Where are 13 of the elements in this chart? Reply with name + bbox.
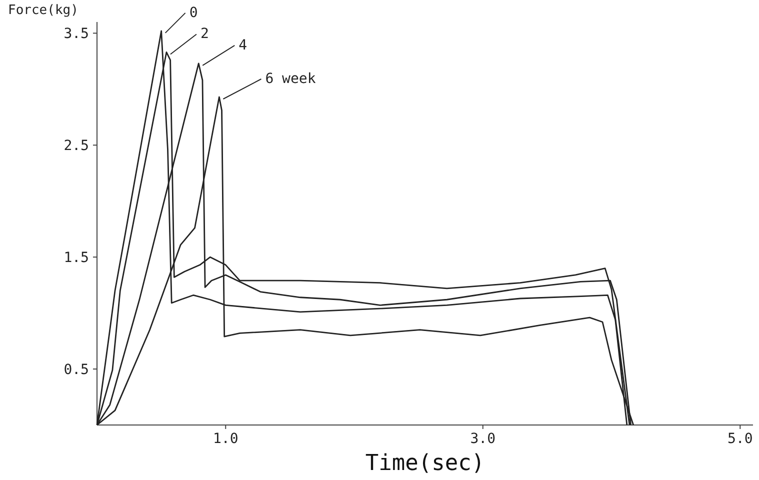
- y-tick-label: 1.5: [64, 250, 89, 266]
- text: 2: [200, 26, 209, 42]
- y-tick-label: 3.5: [64, 26, 89, 42]
- text: 6 week: [265, 71, 316, 88]
- y-tick-label: 2.5: [64, 138, 89, 154]
- y-tick-label: 0.5: [64, 362, 89, 378]
- text: 0: [189, 4, 198, 21]
- y-axis-title: Force(kg): [8, 3, 78, 18]
- x-tick-label: 3.0: [470, 431, 496, 447]
- text: 4: [238, 37, 248, 54]
- x-tick-label: 1.0: [212, 431, 238, 447]
- x-axis-title: Time(sec): [365, 451, 485, 476]
- x-tick-label: 5.0: [727, 431, 753, 447]
